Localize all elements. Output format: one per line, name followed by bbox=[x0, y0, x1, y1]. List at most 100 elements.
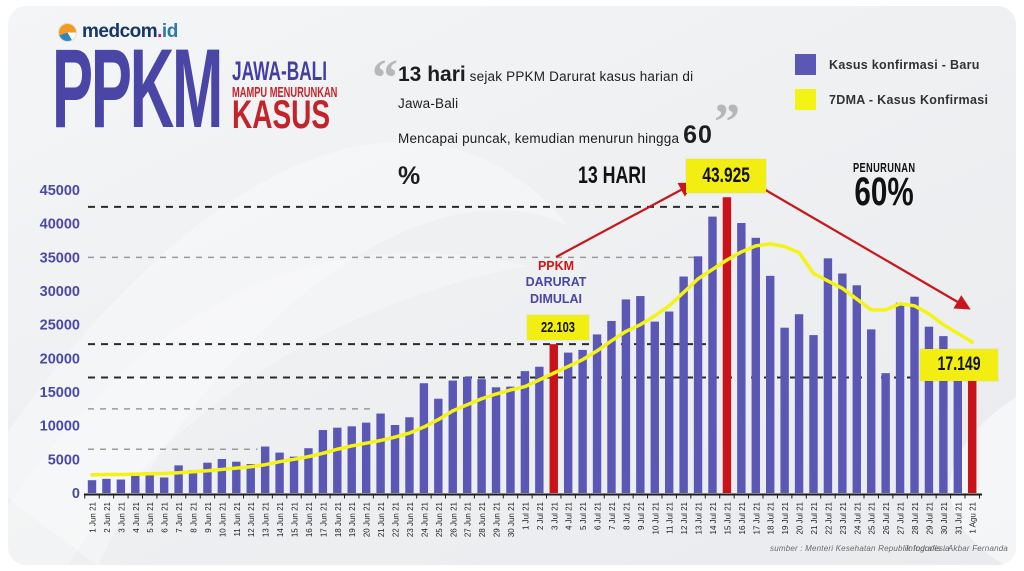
ppkm-line-2: DARURAT bbox=[525, 275, 587, 290]
bar-13-jun-21 bbox=[260, 446, 270, 493]
y-axis-tick-label: 30000 bbox=[40, 284, 80, 300]
bar-1-agu-21 bbox=[968, 377, 977, 493]
bar-22-jun-21 bbox=[390, 424, 400, 493]
bar-27-jun-21 bbox=[462, 376, 472, 493]
bar-7-jun-21 bbox=[174, 465, 183, 493]
infographic-credit: Infografis : Akbar Fernanda bbox=[906, 544, 1009, 553]
x-axis-date-label: 21 Jun 21 bbox=[377, 501, 386, 537]
x-axis-date-label: 12 Jun 21 bbox=[247, 501, 256, 537]
x-axis-date-label: 14 Jul 21 bbox=[709, 501, 718, 534]
x-axis-date-label: 25 Jun 21 bbox=[435, 501, 444, 537]
y-axis-tick-label: 35000 bbox=[40, 250, 80, 266]
x-axis-date-label: 16 Jul 21 bbox=[738, 501, 747, 534]
annotation-ppkm-darurat-dimulai: PPKM DARURAT DIMULAI bbox=[520, 258, 592, 307]
annotation-arrows bbox=[555, 182, 971, 310]
medcom-logo: medcom.id bbox=[58, 21, 178, 43]
bar-16-jul-21 bbox=[737, 222, 746, 493]
x-axis-date-label: 3 Jun 21 bbox=[117, 501, 126, 532]
bar-2-jun-21 bbox=[102, 478, 111, 493]
x-axis-date-label: 7 Jul 21 bbox=[608, 501, 617, 530]
source-credit: sumber : Menteri Kesehatan Republik Indo… bbox=[770, 544, 950, 553]
bar-10-jul-21 bbox=[650, 321, 659, 493]
bar-14-jul-21 bbox=[708, 216, 717, 493]
bar-26-jun-21 bbox=[448, 380, 457, 493]
bar-4-jun-21 bbox=[131, 475, 140, 493]
x-axis-date-label: 26 Jul 21 bbox=[882, 501, 891, 534]
bar-29-jul-21 bbox=[924, 326, 934, 493]
bar-19-jul-21 bbox=[780, 327, 789, 493]
x-axis-date-label: 7 Jun 21 bbox=[175, 501, 184, 532]
y-axis-tick-label: 45000 bbox=[40, 183, 80, 199]
legend-label: 7DMA - Kasus Konfirmasi bbox=[829, 92, 989, 107]
ppkm-line-3: DIMULAI bbox=[529, 291, 583, 306]
headline-jawa-bali: JAWA-BALI bbox=[232, 56, 328, 86]
bar-29-jun-21 bbox=[491, 387, 501, 493]
x-axis-date-label: 24 Jun 21 bbox=[420, 501, 429, 537]
bar-1-jul-21 bbox=[520, 371, 530, 493]
x-axis-date-label: 2 Jul 21 bbox=[536, 501, 545, 530]
bar-5-jun-21 bbox=[145, 472, 154, 493]
bar-23-jul-21 bbox=[838, 273, 847, 493]
bar-9-jul-21 bbox=[636, 296, 645, 493]
bar-30-jun-21 bbox=[506, 386, 515, 493]
x-axis-date-label: 10 Jul 21 bbox=[651, 501, 660, 534]
x-axis-date-label: 17 Jun 21 bbox=[319, 501, 328, 537]
annotation-peak-value: 43.925 bbox=[686, 159, 767, 193]
bar-28-jun-21 bbox=[477, 379, 486, 493]
bar-24-jul-21 bbox=[852, 285, 861, 493]
ppkm-line-1: PPKM bbox=[537, 259, 575, 273]
x-axis-date-label: 19 Jul 21 bbox=[781, 501, 790, 534]
bar-11-jun-21 bbox=[232, 461, 241, 493]
x-axis-date-label: 3 Jul 21 bbox=[550, 501, 559, 530]
y-axis-tick-label: 15000 bbox=[40, 385, 80, 401]
bar-21-jun-21 bbox=[376, 413, 385, 493]
legend-swatch-yellow bbox=[795, 89, 816, 110]
bar-15-jul-21 bbox=[722, 197, 732, 493]
bar-5-jul-21 bbox=[578, 349, 587, 493]
trend-up-arrow-icon bbox=[555, 182, 695, 258]
x-axis-date-label: 15 Jun 21 bbox=[291, 501, 300, 537]
x-axis-date-label: 13 Jul 21 bbox=[695, 501, 704, 534]
quote-text-1: sejak PPKM Darurat kasus harian di Jawa-… bbox=[398, 69, 694, 111]
x-axis-date-label: 23 Jul 21 bbox=[839, 501, 848, 534]
y-axis-tick-label: 25000 bbox=[40, 318, 80, 334]
bar-12-jun-21 bbox=[246, 464, 255, 493]
annotation-penurunan: PENURUNAN 60% bbox=[834, 161, 934, 212]
bar-6-jun-21 bbox=[159, 477, 169, 493]
x-axis-date-label: 20 Jul 21 bbox=[796, 501, 805, 534]
bar-27-jul-21 bbox=[895, 302, 905, 493]
x-axis-date-label: 19 Jun 21 bbox=[348, 501, 357, 537]
bar-19-jun-21 bbox=[347, 426, 356, 493]
headline-ppkm: PPKM bbox=[52, 26, 223, 151]
bar-24-jun-21 bbox=[419, 383, 429, 493]
y-axis-tick-label: 20000 bbox=[40, 351, 80, 367]
quote-block: “ 13 hari sejak PPKM Darurat kasus haria… bbox=[372, 53, 740, 197]
x-axis-date-label: 6 Jun 21 bbox=[161, 501, 170, 532]
quote-text-2: Mencapai puncak, kemudian menurun hingga bbox=[398, 130, 684, 146]
penurunan-label: PENURUNAN bbox=[852, 161, 916, 175]
x-axis-date-label: 8 Jun 21 bbox=[190, 501, 199, 532]
x-axis-date-label: 28 Jul 21 bbox=[911, 501, 920, 534]
x-axis-date-label: 24 Jul 21 bbox=[853, 501, 862, 534]
bar-8-jun-21 bbox=[188, 470, 198, 493]
x-axis-date-label: 14 Jun 21 bbox=[276, 501, 285, 537]
bar-16-jun-21 bbox=[304, 448, 313, 493]
bar-14-jun-21 bbox=[275, 452, 284, 493]
annotation-13-hari: 13 HARI bbox=[577, 162, 647, 189]
legend-label: Kasus konfirmasi - Baru bbox=[829, 57, 980, 72]
annotation-last-value: 17.149 bbox=[920, 349, 999, 381]
quote-emphasis: 60 % bbox=[398, 120, 713, 191]
y-axis-tick-label: 40000 bbox=[40, 217, 80, 233]
bar-12-jul-21 bbox=[679, 276, 688, 493]
x-axis-date-label: 26 Jun 21 bbox=[449, 501, 458, 537]
x-axis-date-label: 28 Jun 21 bbox=[478, 501, 487, 537]
bar-22-jul-21 bbox=[823, 258, 833, 493]
bar-28-jul-21 bbox=[910, 296, 919, 493]
chart-generated-layer: 0 5000 10000 15000 20000 25000 30000 35000 40000… bbox=[40, 183, 982, 537]
x-axis-date-label: 1 Agu 21 bbox=[969, 501, 978, 533]
bar-17-jul-21 bbox=[751, 237, 760, 493]
logo-dot: . bbox=[157, 21, 162, 42]
x-axis-date-label: 29 Jun 21 bbox=[493, 501, 502, 537]
x-axis-date-label: 8 Jul 21 bbox=[622, 501, 631, 530]
